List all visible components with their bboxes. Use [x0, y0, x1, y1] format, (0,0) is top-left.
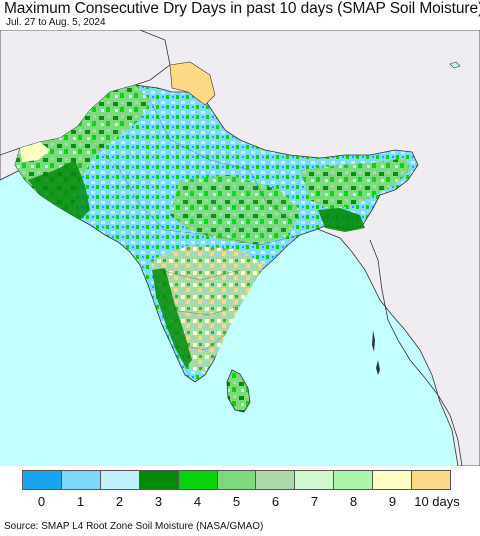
zone-east-green [300, 158, 410, 210]
legend-swatch [256, 471, 296, 489]
map-title: Maximum Consecutive Dry Days in past 10 … [4, 0, 480, 17]
zone-kashmir-dry [169, 61, 216, 106]
legend-tick-label: 4 [193, 494, 202, 509]
legend-tick-label: 6 [271, 494, 280, 509]
legend-tick-label: 9 [388, 494, 397, 509]
zone-indus-dark [28, 160, 90, 220]
legend-tick-label: 7 [310, 494, 319, 509]
legend-tick-label: 10 days [414, 494, 460, 509]
source-credit: Source: SMAP L4 Root Zone Soil Moisture … [4, 521, 264, 532]
andaman-islands [372, 330, 380, 375]
legend-swatch [23, 471, 62, 489]
legend-tick-label: 1 [76, 494, 85, 509]
legend-swatch [61, 471, 101, 489]
date-range: Jul. 27 to Aug. 5, 2024 [6, 17, 106, 28]
zone-bengal-dark [318, 208, 365, 232]
legend-swatch [100, 471, 140, 489]
legend-ticks: 0 1 2 3 4 5 6 7 8 9 10 days [22, 492, 460, 512]
legend-swatch [139, 471, 179, 489]
legend-tick-label: 0 [37, 494, 46, 509]
legend-swatch [295, 471, 335, 489]
map [0, 30, 480, 466]
legend-swatch [334, 471, 374, 489]
legend-swatch [412, 471, 450, 489]
legend-swatch [178, 471, 218, 489]
legend-swatch [373, 471, 413, 489]
sri-lanka [226, 369, 251, 413]
zone-western-ghats [152, 268, 192, 368]
legend-tick-label: 2 [115, 494, 124, 509]
zone-rajasthan-pale [20, 142, 50, 162]
zone-central-green [170, 175, 300, 245]
legend-tick-label: 8 [349, 494, 358, 509]
legend-bar [22, 470, 451, 490]
legend-tick-label: 3 [154, 494, 163, 509]
internal-boundaries [89, 99, 301, 351]
legend-tick-label: 5 [232, 494, 241, 509]
lake-northeast [449, 61, 461, 69]
myanmar-coast [369, 239, 463, 466]
legend-swatch [217, 471, 257, 489]
map-svg [0, 30, 480, 466]
